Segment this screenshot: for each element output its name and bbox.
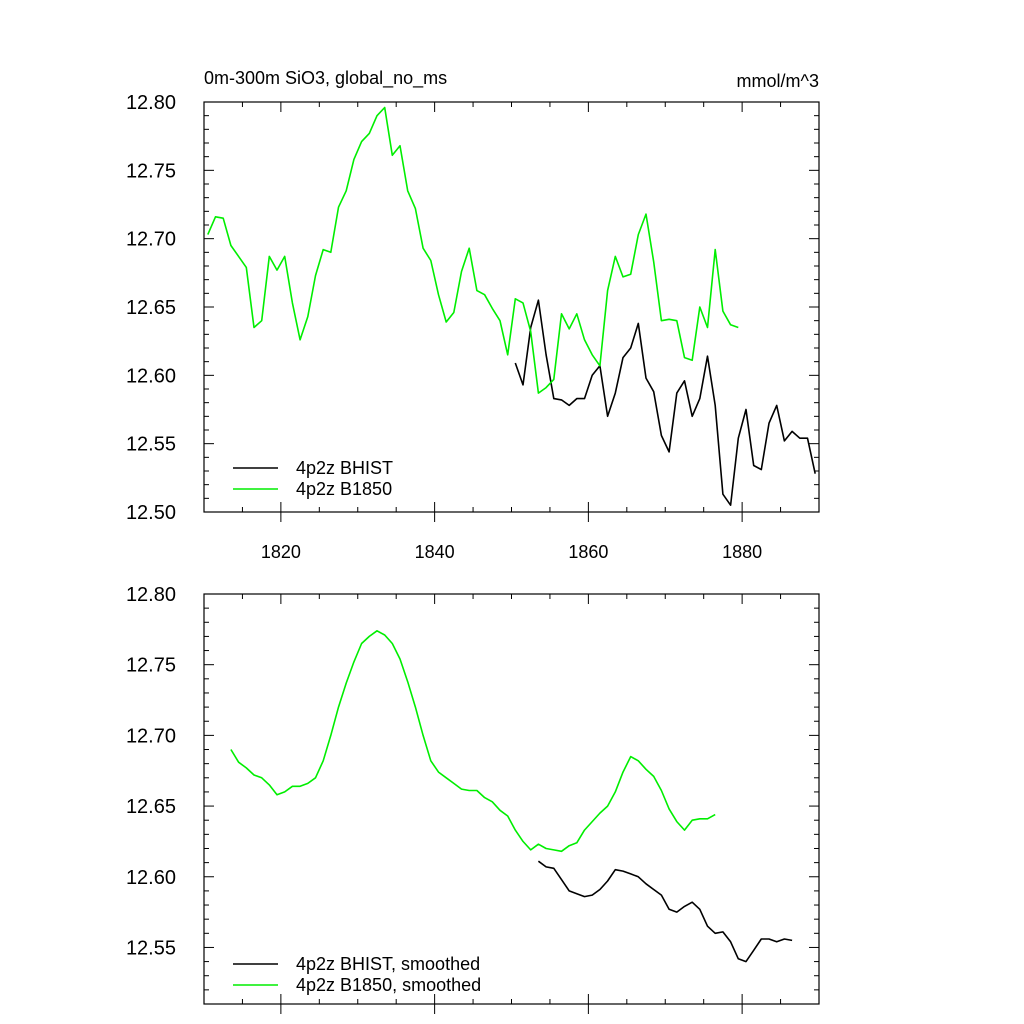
units-label: mmol/m^3: [737, 71, 819, 91]
y-tick-label: 12.70: [126, 725, 176, 747]
series-line-b1850: [207, 106, 739, 394]
y-tick-label: 12.65: [126, 297, 176, 319]
legend-label: 4p2z BHIST: [296, 458, 393, 478]
y-tick-label: 12.80: [126, 92, 176, 114]
series-line-bhist: [537, 860, 793, 963]
x-tick-label: 1820: [261, 542, 301, 562]
legend-label: 4p2z B1850: [296, 479, 392, 499]
y-tick-label: 12.55: [126, 937, 176, 959]
top-panel: 12.50 12.55 12.60 12.65 12.70 12.75 12.80 1820 1…: [126, 92, 820, 562]
y-tick-label: 12.75: [126, 160, 176, 182]
plot-frame: [203, 101, 820, 513]
legend-label: 4p2z BHIST, smoothed: [296, 954, 480, 974]
series-line-bhist: [514, 299, 816, 507]
series-line-b1850: [230, 629, 716, 853]
y-tick-label: 12.55: [126, 434, 176, 456]
x-tick-label: 1880: [722, 542, 762, 562]
y-tick-label: 12.60: [126, 867, 176, 889]
chart-title: 0m-300m SiO3, global_no_ms: [204, 68, 447, 89]
x-tick-label: 1840: [415, 542, 455, 562]
plot-frame: [203, 593, 820, 1005]
y-tick-label: 12.80: [126, 584, 176, 606]
y-tick-label: 12.75: [126, 655, 176, 677]
legend-label: 4p2z B1850, smoothed: [296, 975, 481, 995]
y-tick-label: 12.50: [126, 502, 176, 524]
y-tick-label: 12.60: [126, 365, 176, 387]
bottom-panel: 12.55 12.60 12.65 12.70 12.75 12.80 4p2z BHIST…: [126, 584, 820, 1014]
y-tick-label: 12.65: [126, 796, 176, 818]
x-tick-label: 1860: [568, 542, 608, 562]
y-tick-label: 12.70: [126, 229, 176, 251]
